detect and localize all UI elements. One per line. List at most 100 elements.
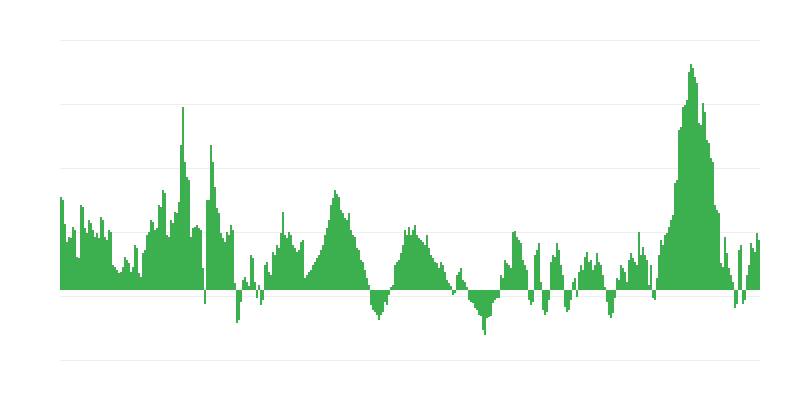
bar	[162, 190, 164, 290]
bar	[78, 258, 80, 290]
bar	[650, 265, 652, 290]
bar	[396, 262, 398, 290]
bar	[196, 225, 198, 290]
bar	[384, 290, 386, 302]
bar	[588, 262, 590, 290]
bar	[422, 242, 424, 290]
bar	[368, 285, 370, 290]
bar	[630, 253, 632, 290]
bar	[140, 277, 142, 290]
bar	[116, 270, 118, 290]
bar	[380, 290, 382, 315]
bar	[424, 245, 426, 290]
bar	[366, 278, 368, 290]
bar	[460, 268, 462, 290]
bar	[416, 235, 418, 290]
bar	[738, 250, 740, 290]
bar	[80, 205, 82, 290]
bar	[440, 262, 442, 290]
bar	[552, 255, 554, 290]
bar	[606, 290, 608, 302]
bar	[682, 107, 684, 290]
bar	[524, 265, 526, 290]
bar	[604, 287, 606, 290]
bar	[358, 250, 360, 290]
bar	[332, 198, 334, 290]
bar	[276, 245, 278, 290]
bar	[256, 290, 258, 298]
bar	[696, 83, 698, 290]
bar	[136, 248, 138, 290]
bar	[262, 290, 264, 300]
bar	[558, 250, 560, 290]
bar	[316, 258, 318, 290]
bar	[334, 190, 336, 290]
bar	[716, 210, 718, 290]
bar	[550, 262, 552, 290]
bar	[96, 233, 98, 290]
bar	[576, 290, 578, 297]
bar	[690, 64, 692, 290]
bar	[114, 267, 116, 290]
bar	[258, 285, 260, 290]
bar	[168, 237, 170, 290]
bar	[494, 290, 496, 300]
bar	[204, 290, 206, 304]
bar	[480, 290, 482, 316]
bar	[540, 282, 542, 290]
bar	[660, 240, 662, 290]
bar	[430, 255, 432, 290]
bar	[66, 242, 68, 290]
bar	[306, 275, 308, 290]
bar	[488, 290, 490, 317]
bar	[628, 260, 630, 290]
bar	[76, 257, 78, 290]
bar	[352, 235, 354, 290]
bar	[118, 273, 120, 290]
bar	[318, 255, 320, 290]
bar	[398, 260, 400, 290]
bar	[462, 280, 464, 290]
bar	[496, 290, 498, 298]
bar	[192, 228, 194, 290]
bar	[254, 282, 256, 290]
bar	[356, 248, 358, 290]
bar	[190, 237, 192, 290]
bar	[568, 290, 570, 310]
bar	[728, 268, 730, 290]
bar	[392, 285, 394, 290]
bar	[330, 205, 332, 290]
bar	[252, 258, 254, 290]
bar	[92, 230, 94, 290]
bar	[680, 127, 682, 290]
bar	[676, 180, 678, 290]
bar	[504, 260, 506, 290]
bar	[314, 262, 316, 290]
bar	[142, 253, 144, 290]
bar	[138, 273, 140, 290]
bar	[492, 290, 494, 303]
bar	[120, 272, 122, 290]
bar	[230, 225, 232, 290]
bar	[104, 237, 106, 290]
bar	[156, 228, 158, 290]
bar	[634, 262, 636, 290]
bar	[538, 243, 540, 290]
bar	[734, 290, 736, 308]
bar	[98, 238, 100, 290]
bar	[470, 290, 472, 302]
bar	[236, 290, 238, 323]
bar	[130, 272, 132, 290]
bar	[408, 227, 410, 290]
bar	[124, 257, 126, 290]
bar	[542, 290, 544, 310]
bar	[214, 187, 216, 290]
bar	[216, 208, 218, 290]
bar	[586, 252, 588, 290]
bar	[86, 233, 88, 290]
bar	[426, 235, 428, 290]
bar	[238, 290, 240, 320]
bar	[600, 265, 602, 290]
bar	[512, 232, 514, 290]
bar	[598, 262, 600, 290]
